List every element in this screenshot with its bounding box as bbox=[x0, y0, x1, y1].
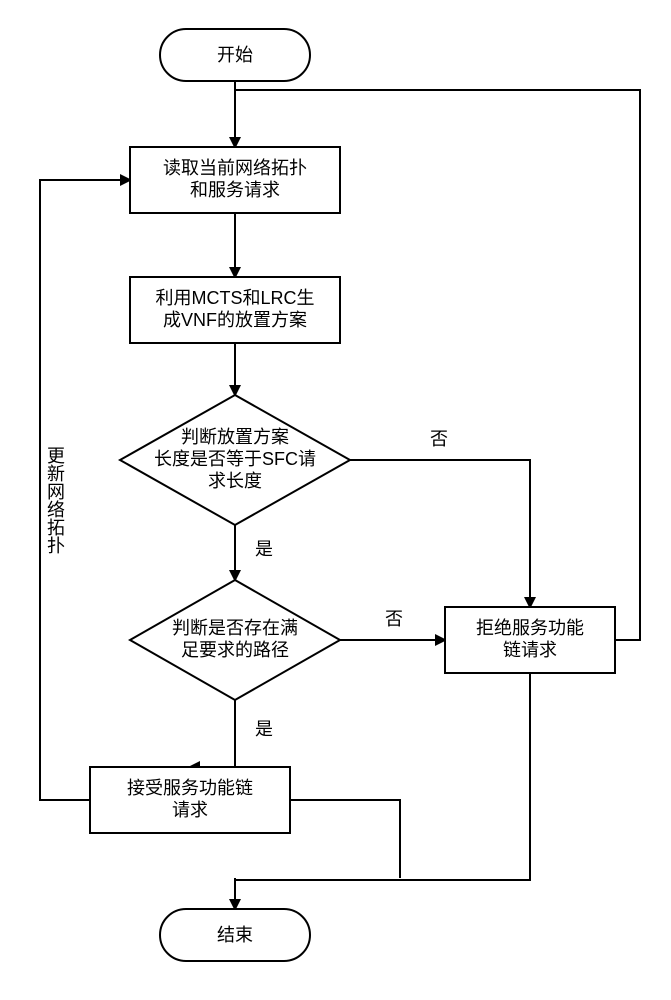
node-gen-line-0: 利用MCTS和LRC生 bbox=[155, 288, 314, 308]
node-d1: 判断放置方案长度是否等于SFC请求长度 bbox=[120, 395, 350, 525]
node-gen-line-1: 成VNF的放置方案 bbox=[163, 310, 307, 330]
node-read-line-0: 读取当前网络拓扑 bbox=[163, 158, 307, 178]
node-read-line-1: 和服务请求 bbox=[190, 180, 280, 200]
node-d1-line-0: 判断放置方案 bbox=[181, 427, 289, 447]
node-d1-line-1: 长度是否等于SFC请 bbox=[154, 449, 316, 469]
node-gen: 利用MCTS和LRC生成VNF的放置方案 bbox=[130, 277, 340, 343]
node-read: 读取当前网络拓扑和服务请求 bbox=[130, 147, 340, 213]
node-d2-line-1: 足要求的路径 bbox=[181, 640, 289, 660]
node-accept-line-0: 接受服务功能链 bbox=[127, 778, 253, 798]
edge-label-4: 是 bbox=[255, 719, 273, 739]
node-end: 结束 bbox=[160, 909, 310, 961]
node-d2: 判断是否存在满足要求的路径 bbox=[130, 580, 340, 700]
node-end-label: 结束 bbox=[217, 925, 253, 945]
edge-8 bbox=[290, 800, 400, 878]
node-start-label: 开始 bbox=[217, 45, 253, 65]
edge-label-3: 是 bbox=[255, 539, 273, 559]
node-accept-line-1: 请求 bbox=[172, 800, 208, 820]
edge-5 bbox=[350, 460, 530, 607]
edge-label-6: 否 bbox=[385, 609, 403, 629]
edge-label-5: 否 bbox=[430, 429, 448, 449]
node-start: 开始 bbox=[160, 29, 310, 81]
node-d2-line-0: 判断是否存在满 bbox=[172, 618, 298, 638]
node-accept: 接受服务功能链请求 bbox=[90, 767, 290, 833]
node-reject-line-0: 拒绝服务功能 bbox=[476, 618, 584, 638]
node-d1-line-2: 求长度 bbox=[208, 471, 262, 491]
node-reject: 拒绝服务功能链请求 bbox=[445, 607, 615, 673]
nodes-layer: 开始读取当前网络拓扑和服务请求利用MCTS和LRC生成VNF的放置方案判断放置方… bbox=[90, 29, 615, 961]
edge-vlabel-10: 更新网络拓扑 bbox=[45, 446, 65, 554]
node-reject-line-1: 链请求 bbox=[503, 640, 557, 660]
edge-4 bbox=[190, 700, 235, 767]
